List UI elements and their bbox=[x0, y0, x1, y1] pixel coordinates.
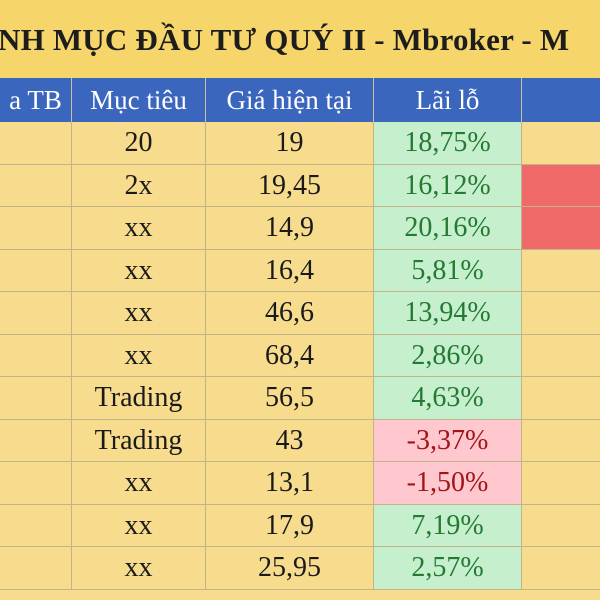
cell-target[interactable]: 20 bbox=[72, 122, 206, 165]
cell-target[interactable]: xx bbox=[72, 249, 206, 292]
cell-extra[interactable] bbox=[522, 335, 600, 377]
cell-current-price[interactable]: 14,9 bbox=[206, 207, 374, 250]
cell-avg-price[interactable] bbox=[0, 207, 72, 250]
table-row: xx 13,1 -1,50% bbox=[0, 462, 600, 505]
header-profit-loss[interactable]: Lãi lỗ bbox=[374, 78, 522, 122]
table-row: Trading 43 -3,37% bbox=[0, 419, 600, 462]
cell-target[interactable]: xx bbox=[72, 292, 206, 335]
table-row: xx 68,4 2,86% bbox=[0, 334, 600, 377]
table-row: xx 16,4 5,81% bbox=[0, 249, 600, 292]
cell-avg-price[interactable] bbox=[0, 419, 72, 462]
cell-profit-loss[interactable]: 2,86% bbox=[374, 334, 522, 377]
header-current-price[interactable]: Giá hiện tại bbox=[206, 78, 374, 122]
cell-avg-price[interactable] bbox=[0, 122, 72, 165]
header-extra[interactable] bbox=[522, 78, 600, 122]
sheet-title[interactable]: NH MỤC ĐẦU TƯ QUÝ II - Mbroker - M bbox=[0, 22, 570, 57]
cell-current-price[interactable]: 19,45 bbox=[206, 164, 374, 207]
cell-current-price[interactable]: 43 bbox=[206, 419, 374, 462]
cell-avg-price[interactable] bbox=[0, 462, 72, 505]
cell-current-price[interactable]: 56,5 bbox=[206, 377, 374, 420]
cell-current-price[interactable]: 25,95 bbox=[206, 547, 374, 590]
cell-target[interactable]: xx bbox=[72, 462, 206, 505]
cell-target[interactable]: Trading bbox=[72, 419, 206, 462]
cell-profit-loss[interactable]: 5,81% bbox=[374, 249, 522, 292]
cell-avg-price[interactable] bbox=[0, 547, 72, 590]
cell-avg-price[interactable] bbox=[0, 249, 72, 292]
cell-target[interactable]: xx bbox=[72, 207, 206, 250]
cell-current-price[interactable]: 46,6 bbox=[206, 292, 374, 335]
cell-target[interactable]: 2x bbox=[72, 164, 206, 207]
cell-extra[interactable] bbox=[522, 292, 600, 335]
table-row: 20 19 18,75% bbox=[0, 122, 600, 165]
cell-target[interactable]: xx bbox=[72, 334, 206, 377]
cell-extra[interactable] bbox=[522, 505, 600, 547]
cell-avg-price[interactable] bbox=[0, 377, 72, 420]
cell-target[interactable]: Trading bbox=[72, 377, 206, 420]
cell-profit-loss[interactable]: 7,19% bbox=[374, 504, 522, 547]
cell-current-price[interactable]: 13,1 bbox=[206, 462, 374, 505]
table-row: xx 17,9 7,19% bbox=[0, 504, 600, 547]
cell-profit-loss[interactable]: -1,50% bbox=[374, 462, 522, 505]
cell-profit-loss[interactable]: 4,63% bbox=[374, 377, 522, 420]
sheet-title-bar: NH MỤC ĐẦU TƯ QUÝ II - Mbroker - M bbox=[0, 0, 600, 79]
cell-current-price[interactable]: 68,4 bbox=[206, 334, 374, 377]
cell-extra[interactable] bbox=[522, 250, 600, 292]
cell-extra[interactable] bbox=[522, 547, 600, 590]
cell-current-price[interactable]: 17,9 bbox=[206, 504, 374, 547]
cell-avg-price[interactable] bbox=[0, 292, 72, 335]
cell-avg-price[interactable] bbox=[0, 334, 72, 377]
cell-profit-loss[interactable]: 16,12% bbox=[374, 164, 522, 207]
cell-extra[interactable] bbox=[522, 462, 600, 505]
cell-avg-price[interactable] bbox=[0, 504, 72, 547]
cell-target[interactable]: xx bbox=[72, 547, 206, 590]
cell-target[interactable]: xx bbox=[72, 504, 206, 547]
cell-extra[interactable] bbox=[522, 420, 600, 462]
table-row: xx 46,6 13,94% bbox=[0, 292, 600, 335]
cell-profit-loss[interactable]: 13,94% bbox=[374, 292, 522, 335]
cell-profit-loss[interactable]: 20,16% bbox=[374, 207, 522, 250]
cell-current-price[interactable]: 19 bbox=[206, 122, 374, 165]
table-row: xx 14,9 20,16% bbox=[0, 207, 600, 250]
table-row: Trading 56,5 4,63% bbox=[0, 377, 600, 420]
header-avg-price[interactable]: a TB bbox=[0, 78, 72, 122]
header-target[interactable]: Mục tiêu bbox=[72, 78, 206, 122]
table-body: 20 19 18,75% 2x 19,45 16,12% xx 14,9 20,16% xx 16,… bbox=[0, 122, 600, 590]
cell-extra[interactable] bbox=[522, 207, 600, 250]
cell-profit-loss[interactable]: 18,75% bbox=[374, 122, 522, 165]
cell-extra[interactable] bbox=[522, 164, 600, 207]
cell-extra[interactable] bbox=[522, 377, 600, 420]
cell-profit-loss[interactable]: -3,37% bbox=[374, 419, 522, 462]
table-row: 2x 19,45 16,12% bbox=[0, 164, 600, 207]
cell-profit-loss[interactable]: 2,57% bbox=[374, 547, 522, 590]
cell-current-price[interactable]: 16,4 bbox=[206, 249, 374, 292]
cell-extra[interactable] bbox=[522, 122, 600, 165]
table-row: xx 25,95 2,57% bbox=[0, 547, 600, 590]
cell-avg-price[interactable] bbox=[0, 164, 72, 207]
table-header-row: a TB Mục tiêu Giá hiện tại Lãi lỗ bbox=[0, 78, 600, 122]
